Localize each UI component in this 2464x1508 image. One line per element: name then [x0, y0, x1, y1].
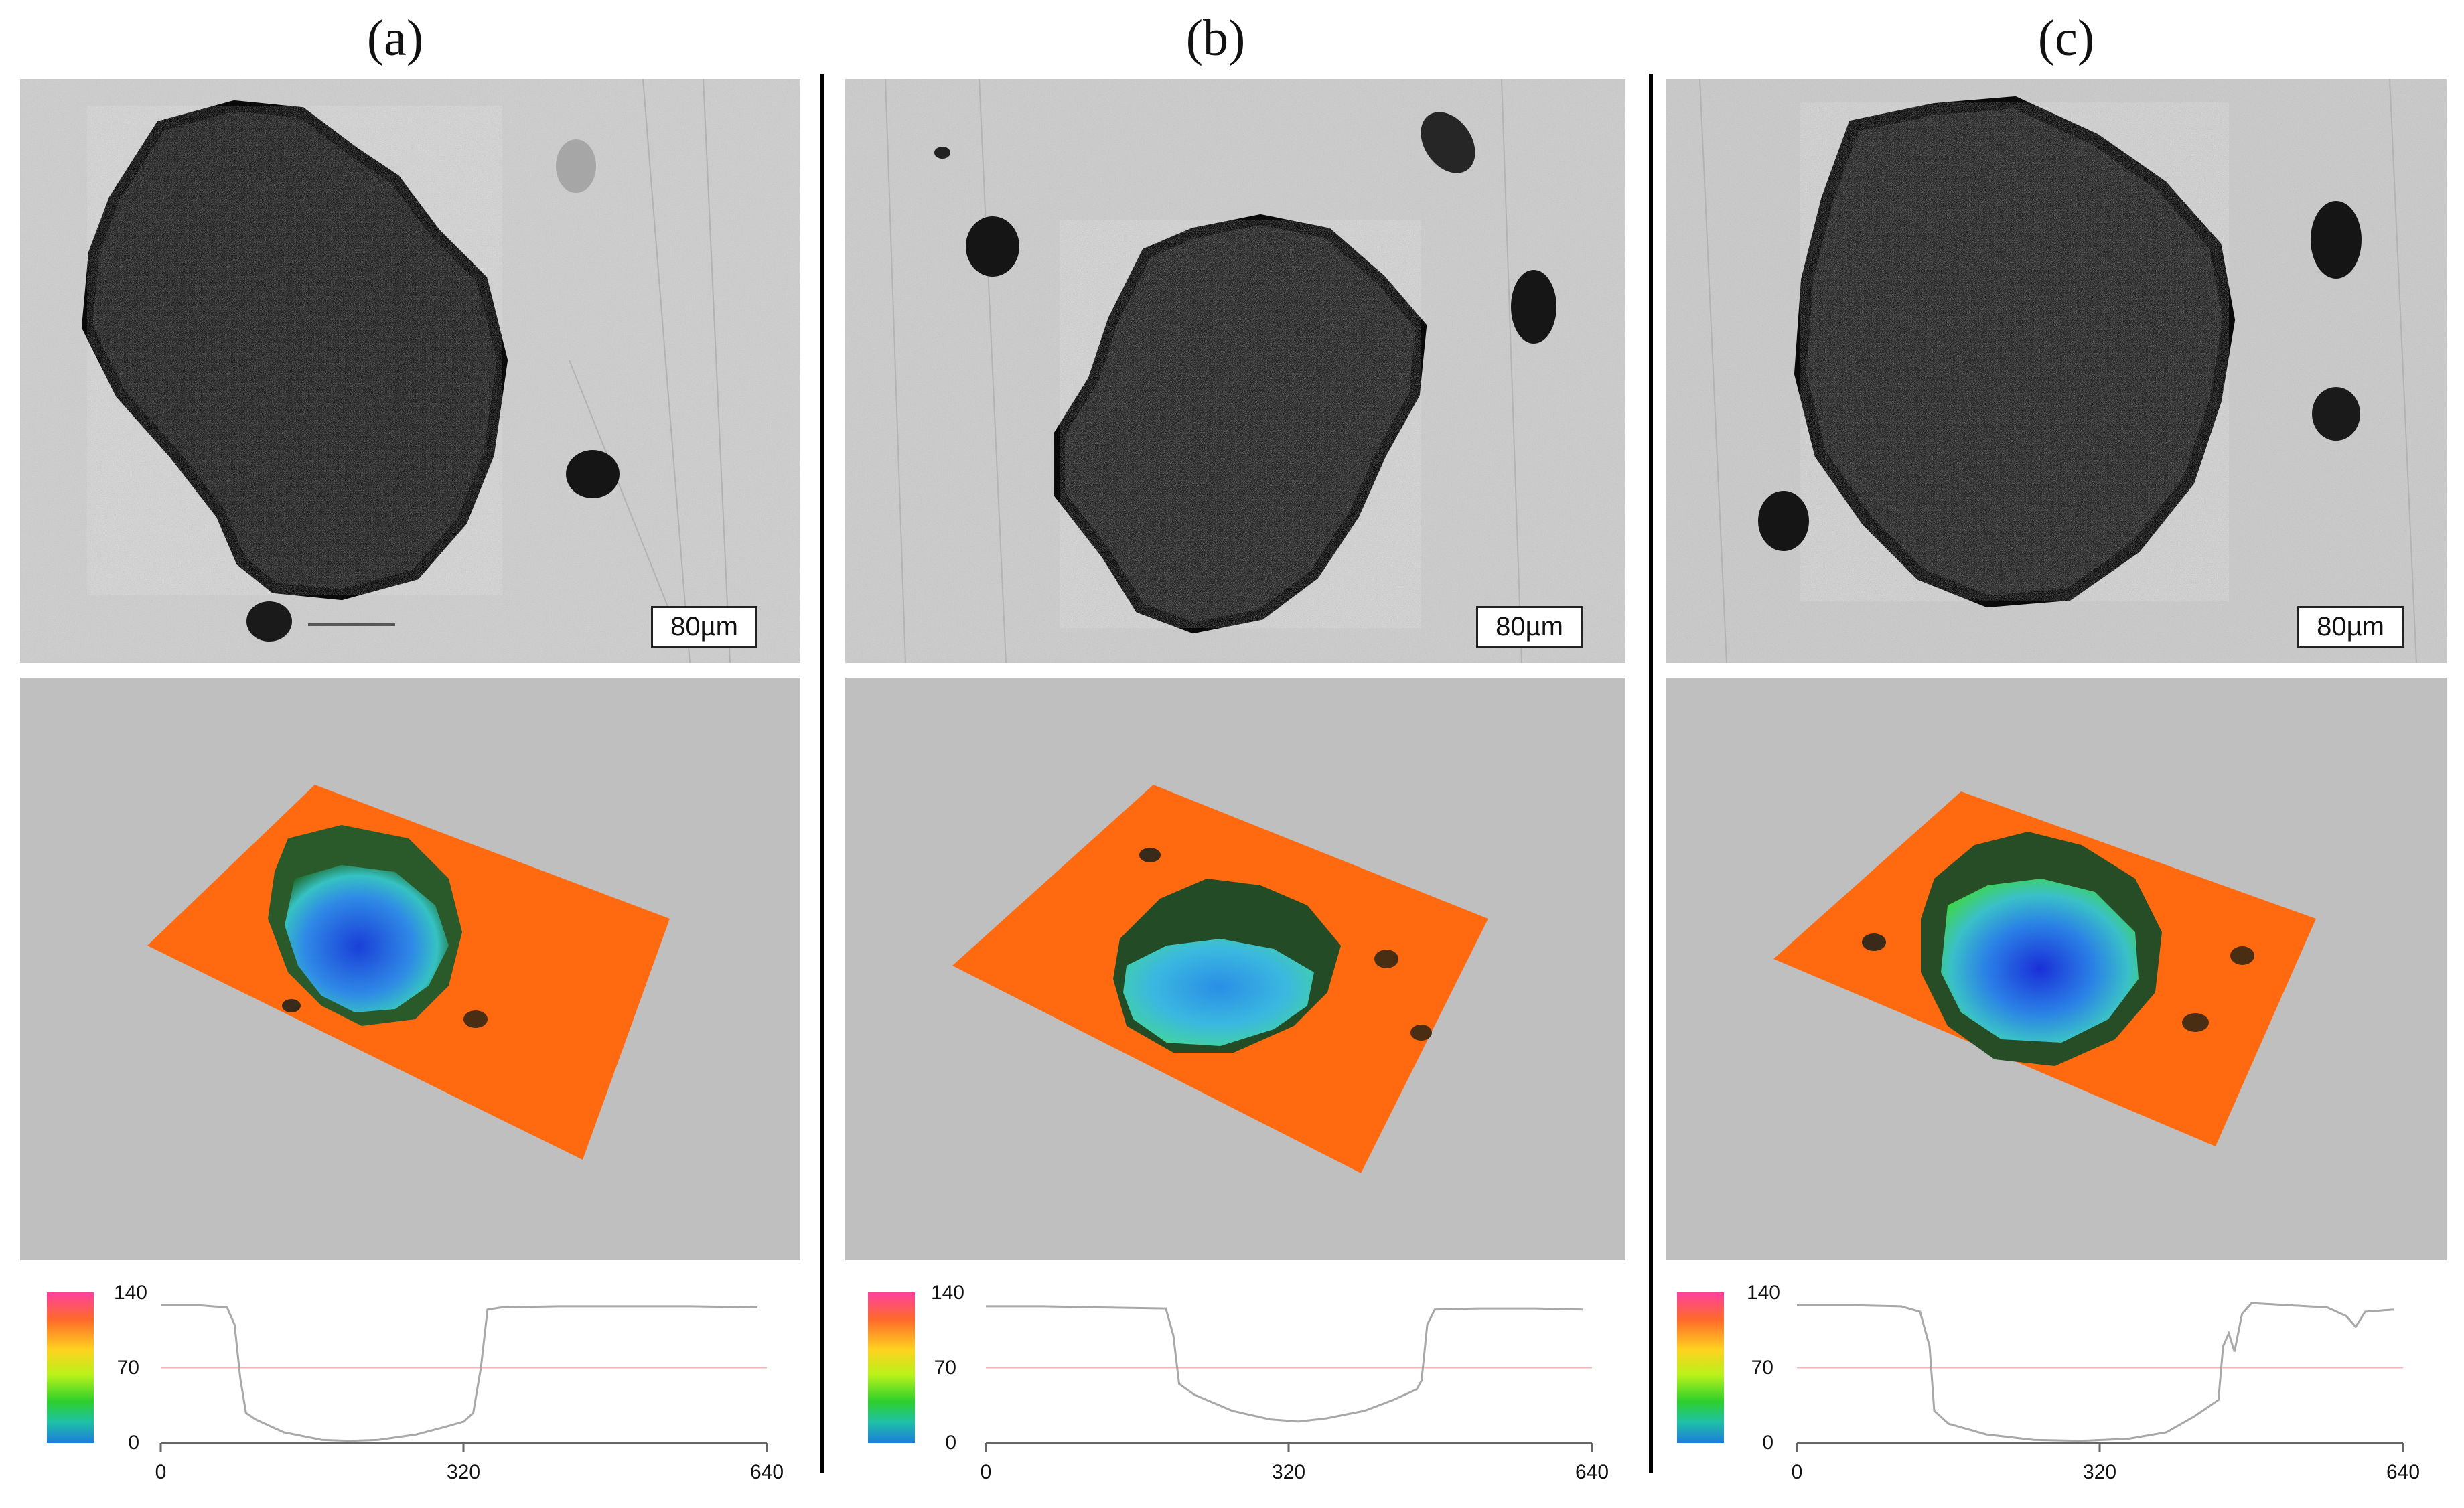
surface-3d-b: [845, 678, 1625, 1260]
colorbar-b: [868, 1292, 915, 1443]
x-tick-label-640-b: 640: [1575, 1461, 1609, 1483]
divider-ab: [820, 74, 824, 1473]
scale-bar-b: 80µm: [1476, 606, 1583, 648]
x-tick-label-640-a: 640: [750, 1461, 784, 1483]
panel-label-a: (a): [366, 10, 424, 66]
colorbar-tick-70-a: 70: [117, 1357, 139, 1379]
divider-bc: [1649, 74, 1653, 1473]
colorbar-tick-140-c: 140: [1747, 1282, 1780, 1304]
profile-chart-c: 140 70 0 0 320 640: [1666, 1272, 2447, 1493]
profile-line-a: [161, 1304, 757, 1442]
profile-chart-b: 140 70 0 0 320 640: [845, 1272, 1625, 1493]
x-tick-label-0-c: 0: [1792, 1461, 1803, 1483]
colorbar-a: [47, 1292, 94, 1443]
scale-bar-a: 80µm: [651, 606, 757, 648]
colorbar-tick-0-a: 0: [128, 1432, 139, 1454]
x-tick-label-0-b: 0: [981, 1461, 992, 1483]
micrograph-b: 80µm: [845, 79, 1625, 663]
profile-chart-a: 140 70 0 0 320 640: [20, 1272, 800, 1493]
scale-bar-c: 80µm: [2297, 606, 2404, 648]
micrograph-a: 80µm: [20, 79, 800, 663]
x-tick-label-0-a: 0: [155, 1461, 167, 1483]
profile-line-b: [986, 1305, 1583, 1423]
colorbar-tick-70-c: 70: [1751, 1357, 1773, 1379]
x-tick-label-640-c: 640: [2386, 1461, 2420, 1483]
x-tick-label-320-c: 320: [2083, 1461, 2116, 1483]
colorbar-tick-0-b: 0: [945, 1432, 956, 1454]
colorbar-tick-0-c: 0: [1762, 1432, 1773, 1454]
surface-3d-c: [1666, 678, 2447, 1260]
panel-label-c: (c): [2037, 10, 2095, 66]
x-tick-label-320-b: 320: [1272, 1461, 1305, 1483]
colorbar-c: [1677, 1292, 1724, 1443]
micrograph-c: 80µm: [1666, 79, 2447, 663]
panel-label-b: (b): [1185, 10, 1246, 66]
colorbar-tick-140-b: 140: [931, 1282, 964, 1304]
colorbar-tick-70-b: 70: [934, 1357, 956, 1379]
profile-line-c: [1797, 1302, 2394, 1442]
x-tick-label-320-a: 320: [447, 1461, 480, 1483]
surface-3d-a: [20, 678, 800, 1260]
colorbar-tick-140-a: 140: [114, 1282, 147, 1304]
